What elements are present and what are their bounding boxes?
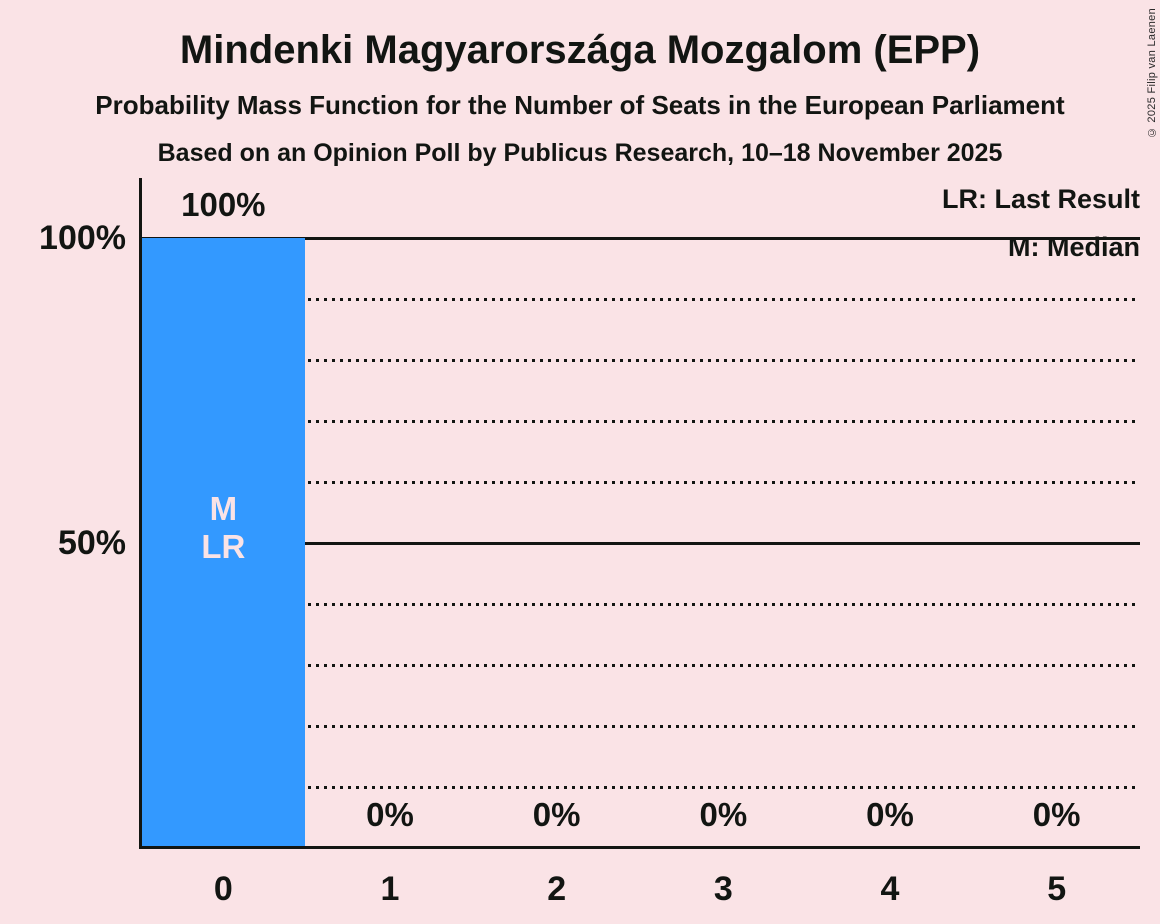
bar-value-label: 0%	[699, 796, 748, 833]
chart-subtitle: Probability Mass Function for the Number…	[95, 90, 1065, 120]
bar-value-label: 100%	[181, 186, 266, 223]
x-axis-line	[139, 846, 1140, 849]
gridline-dotted	[140, 786, 1140, 789]
x-axis-label: 5	[1047, 870, 1067, 908]
x-axis-label: 4	[880, 870, 900, 908]
y-axis-tick-label: 100%	[39, 219, 126, 257]
gridline-dotted	[140, 664, 1140, 667]
legend-median: M: Median	[1008, 232, 1140, 262]
page-title: Mindenki Magyarországa Mozgalom (EPP)	[179, 28, 981, 72]
gridline-dotted	[140, 725, 1140, 728]
gridline-dotted	[140, 603, 1140, 606]
gridline-solid	[140, 237, 1140, 240]
x-axis-label: 2	[547, 870, 567, 908]
bar-seats-0	[142, 238, 305, 848]
copyright-notice: © 2025 Filip van Laenen	[1146, 8, 1158, 139]
x-axis-label: 3	[713, 870, 733, 908]
gridline-solid	[140, 542, 1140, 545]
y-axis-line	[139, 178, 142, 849]
gridline-dotted	[140, 420, 1140, 423]
bar-annotation-median-lastresult: M LR	[201, 490, 246, 565]
bar-value-label: 0%	[1032, 796, 1081, 833]
legend-last-result: LR: Last Result	[941, 184, 1140, 214]
x-axis-label: 1	[380, 870, 400, 908]
gridline-dotted	[140, 481, 1140, 484]
bar-value-label: 0%	[532, 796, 581, 833]
bar-value-label: 0%	[866, 796, 914, 833]
poll-info: Based on an Opinion Poll by Publicus Res…	[157, 139, 1003, 167]
gridline-dotted	[140, 359, 1140, 362]
bar-value-label: 0%	[366, 796, 414, 833]
gridline-dotted	[140, 298, 1140, 301]
y-axis-tick-label: 50%	[57, 524, 126, 562]
x-axis-label: 0	[213, 870, 233, 908]
